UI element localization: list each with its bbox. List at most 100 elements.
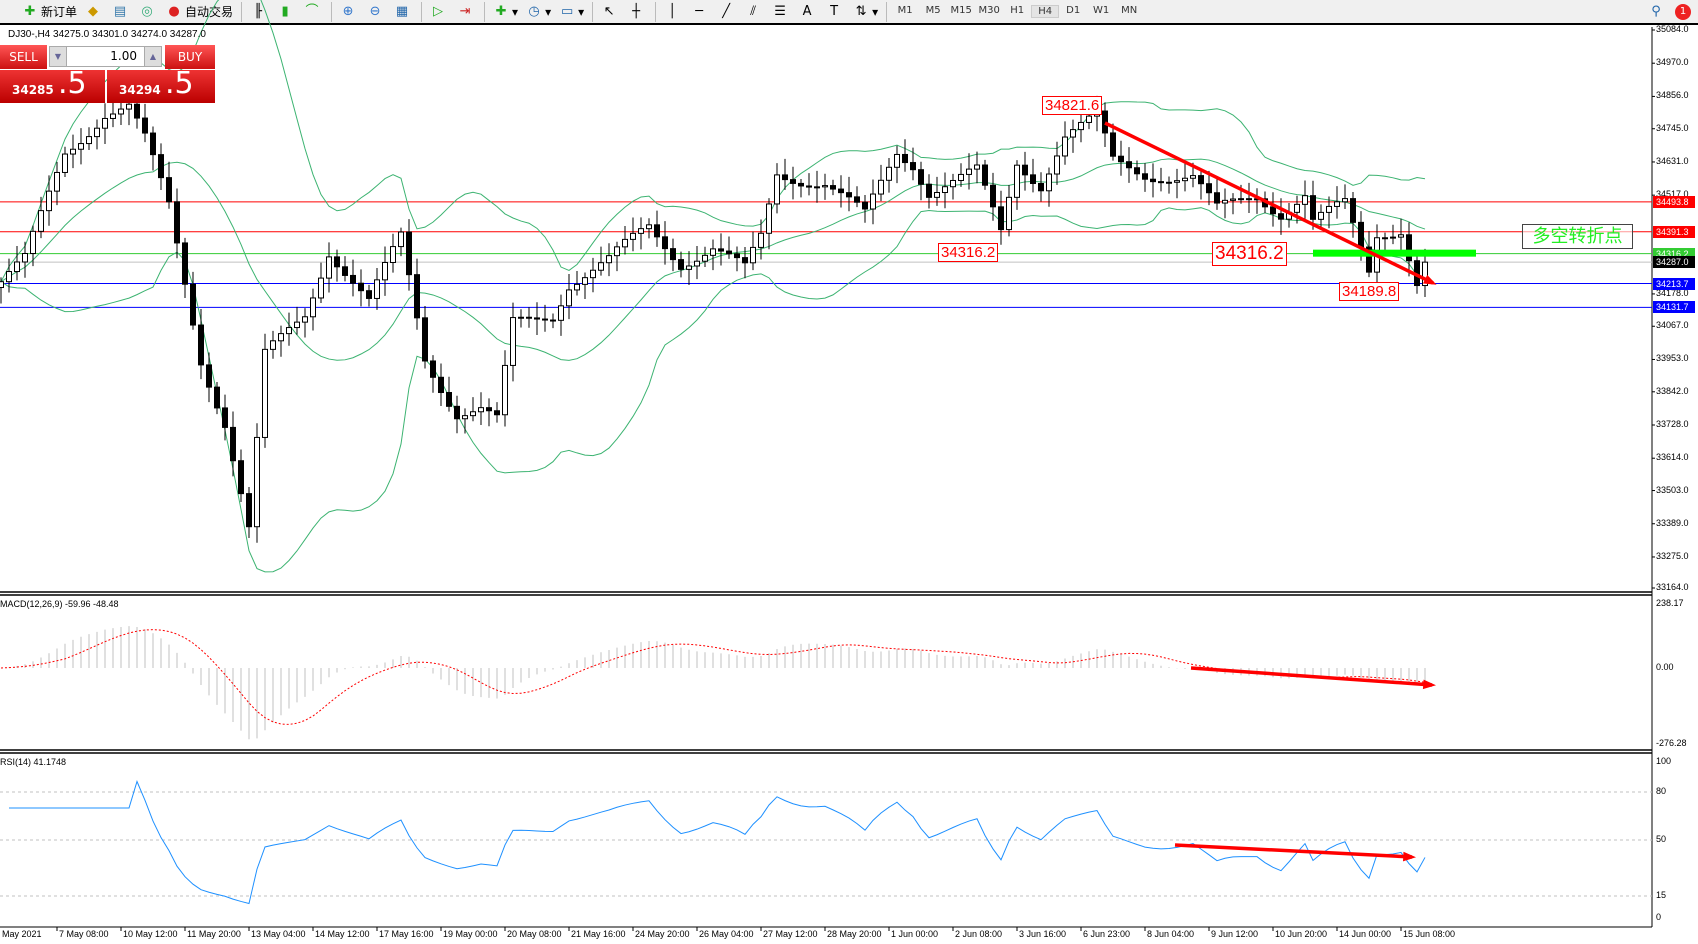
- low-price-label[interactable]: 34189.8: [1339, 282, 1400, 301]
- bear-candle: [1126, 161, 1132, 169]
- arrows-button[interactable]: ⇅ ▾: [849, 1, 882, 23]
- rsi-trend-arrow-head: [1402, 851, 1416, 862]
- text-label-button[interactable]: T: [822, 1, 849, 23]
- price-axis-label: 34856.0: [1656, 90, 1689, 101]
- fibonacci-button[interactable]: ☰: [768, 1, 795, 23]
- bear-candle: [862, 201, 868, 210]
- bear-candle: [1350, 198, 1356, 223]
- bull-candle: [566, 289, 572, 307]
- time-axis-label: 11 May 20:00: [187, 929, 241, 939]
- bull-candle: [62, 153, 68, 173]
- timeframe-d1[interactable]: D1: [1066, 5, 1081, 16]
- rsi-line: [9, 780, 1426, 905]
- rsi-axis-label: 80: [1656, 786, 1667, 796]
- time-axis-label: 20 May 08:00: [507, 929, 562, 939]
- line-chart-button[interactable]: ⌒: [300, 1, 327, 23]
- bear-candle: [198, 324, 204, 366]
- new-order-button[interactable]: ✚ 新订单: [18, 1, 81, 23]
- sell-button[interactable]: SELL: [0, 45, 47, 69]
- buy-price-button[interactable]: 34294 .5: [107, 66, 215, 103]
- lot-increase-button[interactable]: ▲: [144, 46, 162, 67]
- support-price-label-left[interactable]: 34316.2: [938, 243, 999, 262]
- bull-candle: [278, 333, 284, 342]
- template-icon: ▭: [560, 3, 574, 19]
- new-order-icon: ✚: [24, 3, 36, 19]
- candle-chart-button[interactable]: ▮: [273, 1, 300, 23]
- bear-candle: [534, 317, 540, 320]
- templates-button[interactable]: ▭ ▾: [560, 3, 585, 19]
- bear-candle: [1246, 198, 1252, 201]
- auto-trading-icon: ●: [168, 3, 180, 19]
- bear-candle: [830, 185, 836, 190]
- search-button[interactable]: ⚲: [1644, 1, 1671, 23]
- auto-trading-button[interactable]: ● 自动交易: [162, 1, 237, 23]
- time-axis-label: May 2021: [2, 929, 42, 939]
- horizontal-line-button[interactable]: ─: [687, 1, 714, 23]
- tile-windows-button[interactable]: ▦: [390, 1, 417, 23]
- vertical-line-button[interactable]: │: [660, 1, 687, 23]
- pivot-text-label[interactable]: 多空转折点: [1522, 224, 1633, 249]
- timeframe-h1[interactable]: H1: [1010, 5, 1025, 16]
- timeframe-w1[interactable]: W1: [1093, 5, 1110, 16]
- separator: [886, 1, 888, 22]
- bear-candle: [334, 256, 340, 268]
- bull-candle: [6, 271, 12, 283]
- lot-size-input[interactable]: 1.00: [49, 46, 162, 67]
- indicators-button[interactable]: ✚ ▾: [489, 1, 522, 23]
- lot-decrease-button[interactable]: ▼: [49, 46, 67, 67]
- chart-shift-icon: ⇥: [459, 3, 471, 19]
- bull-candle: [1014, 164, 1020, 198]
- bull-candle: [1398, 234, 1404, 238]
- bear-candle: [1150, 178, 1156, 183]
- bull-candle: [710, 248, 716, 256]
- navigator-button[interactable]: ▤: [108, 1, 135, 23]
- bull-candle: [950, 179, 956, 188]
- time-axis-label: 8 Jun 04:00: [1147, 929, 1195, 939]
- buy-button[interactable]: BUY: [165, 45, 215, 69]
- chart-shift-button[interactable]: ⇥: [453, 1, 480, 23]
- price-trend-arrow: [1104, 121, 1434, 285]
- auto-scroll-button[interactable]: ▷: [426, 1, 453, 23]
- timeframe-m5[interactable]: M5: [925, 5, 941, 16]
- zoom-in-button[interactable]: ⊕: [336, 1, 363, 23]
- macd-label: MACD(12,26,9) -59.96 -48.48: [0, 599, 119, 609]
- periods-button[interactable]: ◷ ▾: [522, 1, 555, 23]
- market-watch-button[interactable]: ◆: [81, 1, 108, 23]
- trendline-button[interactable]: ╱: [714, 1, 741, 23]
- timeframe-m15[interactable]: M15: [950, 5, 972, 16]
- time-axis-label: 14 Jun 00:00: [1339, 929, 1392, 939]
- bull-candle: [38, 210, 44, 232]
- signals-button[interactable]: ◎: [135, 1, 162, 23]
- bear-candle: [246, 493, 252, 528]
- bull-candle: [870, 193, 876, 210]
- bull-candle: [310, 297, 316, 318]
- bull-candle: [110, 113, 116, 119]
- bull-candle: [14, 261, 20, 273]
- macd-trend-arrow-head: [1422, 679, 1436, 690]
- bear-candle: [782, 174, 788, 181]
- bear-candle: [806, 185, 812, 188]
- text-button[interactable]: A: [795, 1, 822, 23]
- cursor-button[interactable]: ↖: [597, 1, 624, 23]
- high-price-label[interactable]: 34821.6: [1042, 96, 1103, 115]
- bear-candle: [366, 290, 372, 299]
- text-label-icon: T: [830, 3, 839, 19]
- bear-candle: [734, 253, 740, 259]
- sell-price-button[interactable]: 34285 .5: [0, 66, 105, 103]
- support-price-label-right[interactable]: 34316.2: [1212, 242, 1287, 266]
- timeframe-h4[interactable]: H4: [1031, 5, 1060, 18]
- timeframe-mn[interactable]: MN: [1121, 5, 1138, 16]
- bull-candle: [1326, 205, 1332, 213]
- bear-candle: [406, 231, 412, 276]
- timeframe-m30[interactable]: M30: [978, 5, 1000, 16]
- zoom-out-button[interactable]: ⊖: [363, 1, 390, 23]
- price-axis-label: 33503.0: [1656, 484, 1689, 495]
- channel-button[interactable]: ⫽: [741, 1, 768, 23]
- timeframe-m1[interactable]: M1: [897, 5, 913, 16]
- bar-chart-button[interactable]: ╟: [246, 1, 273, 23]
- crosshair-button[interactable]: ┼: [624, 1, 651, 23]
- vertical-line-icon: │: [668, 3, 677, 19]
- price-axis-label: 34631.0: [1656, 155, 1689, 166]
- notifications-button[interactable]: 1: [1671, 1, 1698, 23]
